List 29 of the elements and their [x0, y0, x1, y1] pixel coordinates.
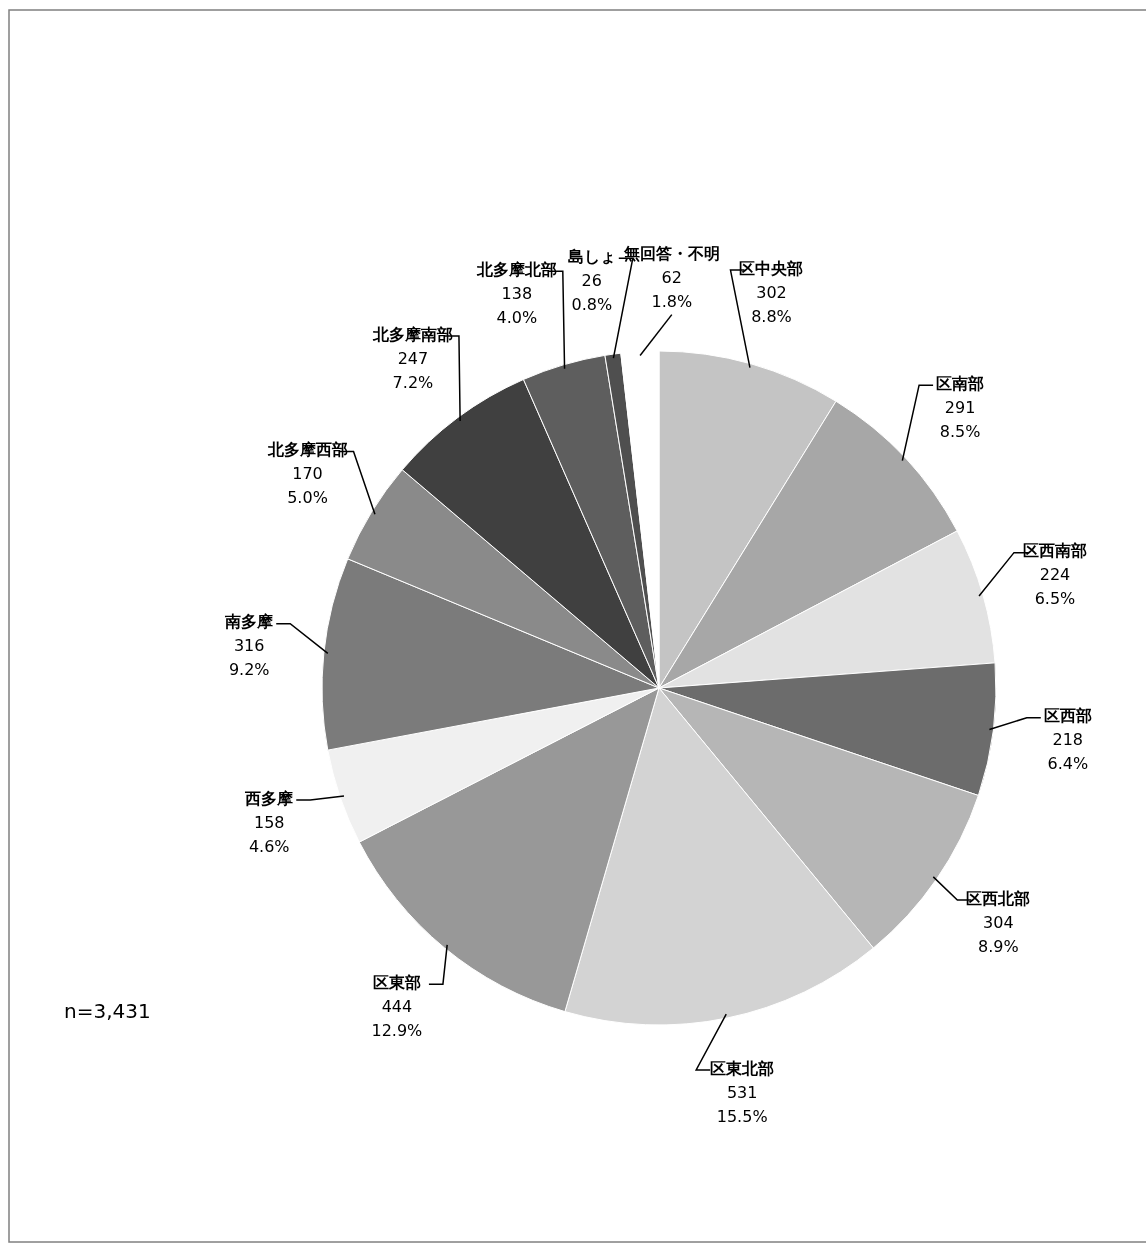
data-label: 170 5.0%: [287, 464, 328, 508]
slice-label: 無回答・不明: [622, 243, 720, 263]
data-label: 224 6.5%: [1034, 565, 1076, 609]
data-label: 531 15.5%: [716, 1082, 768, 1126]
data-label: 302 8.8%: [751, 282, 792, 326]
slice-label: 南多摩: [224, 612, 274, 632]
slice-label: 区西南部: [1022, 541, 1087, 561]
slice-label: 北多摩西部: [266, 440, 348, 460]
slice-label: 区西部: [1043, 706, 1092, 726]
slice-label: 北多摩北部: [475, 259, 557, 279]
slice-label: 区東部: [372, 972, 421, 992]
data-label: 62 1.8%: [651, 267, 693, 311]
slice-label: 区南部: [936, 373, 985, 393]
data-label: 218 6.4%: [1047, 730, 1089, 774]
data-label: 444 12.9%: [371, 996, 423, 1040]
data-label: 26 0.8%: [571, 270, 613, 314]
slice-label: 区中央部: [739, 258, 804, 278]
slice-label: 区西北部: [966, 888, 1031, 908]
slice-label: 区東北部: [710, 1058, 775, 1078]
data-label: 291 8.5%: [939, 397, 981, 441]
slice-label: 北多摩南部: [371, 324, 453, 344]
slice-label: 西多摩: [244, 788, 294, 808]
data-label: 247 7.2%: [392, 348, 434, 392]
data-label: 158 4.6%: [248, 812, 290, 856]
data-label: 138 4.0%: [496, 283, 538, 327]
data-label: 316 9.2%: [228, 636, 270, 680]
slice-label: 島しょ: [567, 246, 616, 266]
data-label: 304 8.9%: [978, 912, 1019, 956]
text: n=3,431: [64, 999, 151, 1023]
